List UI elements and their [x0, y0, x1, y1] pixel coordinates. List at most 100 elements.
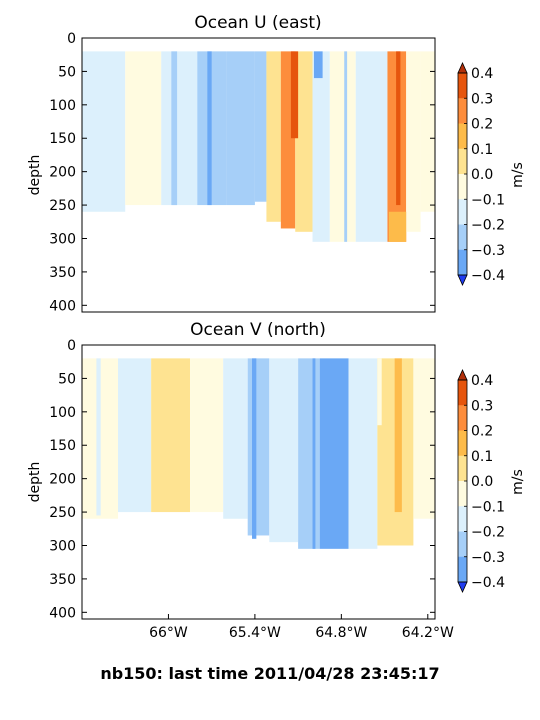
section-band [394, 358, 402, 513]
section-column [247, 358, 270, 536]
colorbar-segment [458, 224, 467, 251]
colorbar-segment [458, 506, 467, 532]
colorbar-tick-label: 0.4 [471, 373, 493, 389]
section-band [313, 51, 323, 79]
panel-v-x-axis: 66°W 65.4°W 64.8°W 64.2°W [149, 614, 454, 641]
panel-v-colorbar-label: m/s [510, 469, 526, 495]
panel-v-y-axis: 0 50 100 150 200 250 300 350 400 [49, 338, 435, 621]
panel-u-frame [81, 37, 436, 313]
colorbar-segment [458, 98, 467, 124]
panel-u-plot-area [82, 51, 435, 242]
section-column [190, 358, 224, 513]
y-tick-label: 200 [49, 165, 76, 181]
colorbar-tick-label: −0.3 [471, 243, 505, 259]
colorbar-tick-label: −0.1 [471, 192, 505, 208]
section-column [226, 51, 255, 206]
colorbar-segment [458, 123, 467, 150]
section-column [161, 51, 198, 206]
section-column [266, 51, 281, 222]
colorbar-segment [458, 531, 467, 558]
colorbar-extend-min [457, 581, 468, 593]
colorbar-tick-label: −0.3 [471, 550, 505, 566]
section-column [406, 51, 421, 232]
colorbar-tick-label: 0.2 [471, 424, 493, 440]
section-band [207, 51, 212, 206]
section-column [82, 51, 126, 212]
colorbar-tick-label: −0.4 [471, 575, 505, 591]
colorbar-tick-label: 0.0 [471, 167, 493, 183]
panel-v-ylabel: depth [27, 462, 43, 503]
section-band [312, 358, 316, 549]
section-band [344, 51, 348, 242]
colorbar-tick-label: −0.1 [471, 499, 505, 515]
section-band [396, 51, 401, 206]
y-tick-label: 100 [49, 98, 76, 114]
section-column [118, 358, 152, 513]
y-tick-label: 350 [49, 265, 76, 281]
colorbar-segment [458, 380, 467, 406]
colorbar-segment [458, 405, 467, 431]
y-tick-label: 300 [49, 538, 76, 554]
panel-u-ylabel: depth [27, 155, 43, 196]
y-tick-label: 400 [49, 605, 76, 621]
colorbar-extend-min [457, 274, 468, 286]
panel-v-colorbar: 0.4 0.3 0.2 0.1 0.0 −0.1 −0.2 −0.3 −0.4 [457, 369, 505, 593]
colorbar-segment [458, 455, 467, 482]
colorbar-segment [458, 481, 467, 507]
section-column [319, 358, 349, 549]
y-tick-label: 100 [49, 405, 76, 421]
colorbar-tick-label: −0.2 [471, 525, 505, 541]
colorbar-segment [458, 174, 467, 200]
colorbar-tick-label: 0.1 [471, 142, 493, 158]
panel-v: Ocean V (north) 0 50 100 150 200 250 300 350 400… [27, 320, 526, 641]
colorbar-segment [458, 430, 467, 457]
section-column [355, 51, 388, 242]
colorbar-segment [458, 148, 467, 175]
y-tick-label: 50 [58, 64, 76, 80]
section-column [295, 51, 313, 232]
panel-v-plot-area [82, 358, 435, 549]
y-tick-label: 0 [67, 31, 76, 47]
colorbar-tick-label: 0.2 [471, 117, 493, 133]
colorbar-segment [458, 199, 467, 225]
colorbar-tick-label: 0.1 [471, 449, 493, 465]
panel-v-title: Ocean V (north) [190, 320, 326, 340]
colorbar-tick-label: 0.3 [471, 398, 493, 414]
section-column [329, 51, 356, 242]
panel-v-frame [81, 344, 436, 620]
y-tick-label: 300 [49, 231, 76, 247]
y-tick-label: 400 [49, 298, 76, 314]
section-column [254, 51, 267, 202]
section-column [312, 51, 330, 242]
section-band [290, 51, 299, 139]
section-band [388, 211, 407, 242]
colorbar-tick-label: 0.0 [471, 474, 493, 490]
section-band [252, 358, 257, 539]
section-band [96, 358, 101, 516]
panel-u: Ocean U (east) 050100150200250300350400 … [27, 13, 526, 314]
x-tick-label: 64.2°W [402, 625, 454, 641]
colorbar-tick-label: 0.4 [471, 66, 493, 82]
y-tick-label: 150 [49, 131, 76, 147]
section-band [377, 358, 382, 426]
panel-u-title: Ocean U (east) [194, 13, 321, 33]
x-tick-label: 66°W [149, 625, 188, 641]
x-tick-label: 65.4°W [229, 625, 281, 641]
panel-u-colorbar: 0.4 0.3 0.2 0.1 0.0 −0.1 −0.2 −0.3 −0.4 [457, 62, 505, 286]
y-tick-label: 150 [49, 438, 76, 454]
y-tick-label: 350 [49, 572, 76, 588]
y-tick-label: 50 [58, 371, 76, 387]
section-column [298, 358, 320, 549]
section-column [413, 358, 435, 519]
section-column [269, 358, 299, 543]
x-tick-label: 64.8°W [315, 625, 367, 641]
section-band [171, 51, 178, 206]
colorbar-tick-label: 0.3 [471, 91, 493, 107]
colorbar-segment [458, 73, 467, 99]
section-column [420, 51, 435, 212]
figure-caption: nb150: last time 2011/04/28 23:45:17 [100, 664, 440, 683]
colorbar-segment [458, 249, 467, 276]
y-tick-label: 0 [67, 338, 76, 354]
colorbar-segment [458, 556, 467, 583]
